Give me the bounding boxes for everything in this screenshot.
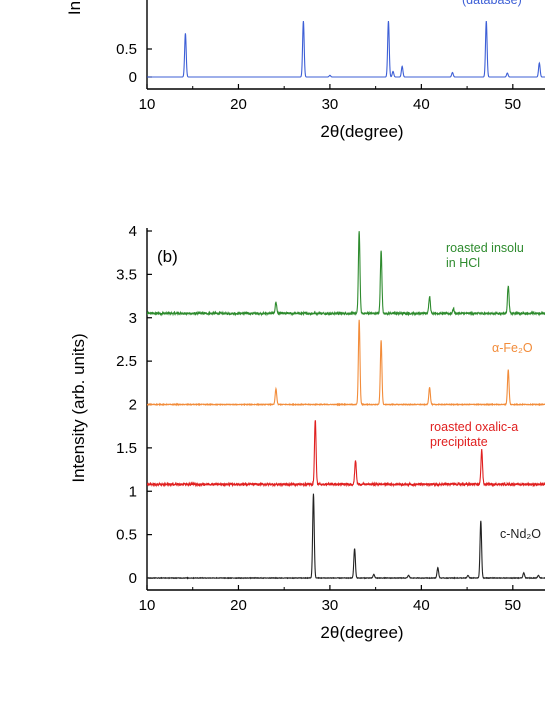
y-tick-label: 2 (129, 397, 137, 414)
x-tick-label: 30 (322, 96, 339, 113)
x-tick-label: 10 (139, 96, 156, 113)
y-tick-label: 3.5 (116, 266, 137, 283)
panel-label-b: (b) (157, 247, 178, 266)
panel-b: 10203040506000.511.522.533.542θ(degree)(… (69, 223, 545, 642)
series-label-roasted-oxalic-1: roasted oxalic-a (430, 420, 518, 434)
y-tick-label: 0.5 (116, 41, 137, 58)
series-line-1 (147, 319, 545, 407)
series-line-2 (147, 420, 545, 488)
x-axis-label: 2θ(degree) (320, 623, 403, 642)
x-axis-label-text: 2θ(degree) (320, 623, 403, 642)
series-line-3 (147, 493, 545, 580)
series-database-line (147, 20, 545, 78)
x-axis-label-text: 2θ(degree) (320, 122, 403, 141)
y-tick-label: 3 (129, 310, 137, 327)
y-axis-label: Intensity (arb. units) (69, 333, 88, 482)
y-tick-label: 0 (129, 570, 137, 587)
series-label-roasted-insoluble-1: roasted insolu (446, 241, 524, 255)
y-tick-label: 0 (129, 69, 137, 86)
x-tick-label: 50 (504, 96, 521, 113)
y-tick-label: 0.5 (116, 527, 137, 544)
y-axis-label-fragment: In (65, 1, 84, 15)
x-tick-label: 50 (504, 597, 521, 614)
x-tick-label: 10 (139, 597, 156, 614)
x-tick-label: 20 (230, 597, 247, 614)
x-tick-label: 30 (322, 597, 339, 614)
x-tick-label: 40 (413, 96, 430, 113)
series-label-roasted-oxalic-2: precipitate (430, 435, 488, 449)
x-tick-label: 20 (230, 96, 247, 113)
series-label-roasted-insoluble-2: in HCl (446, 256, 480, 270)
series-label-fe2o3: α-Fe₂O (492, 341, 533, 355)
y-tick-label: 1.5 (116, 440, 137, 457)
y-tick-label: 1 (129, 483, 137, 500)
panel-a: 10203040506000.52θ(degree)(database)In (65, 0, 545, 141)
x-axis-label: 2θ(degree) (320, 122, 403, 141)
x-tick-label: 40 (413, 597, 430, 614)
series-label-nd2o3: c-Nd₂O (500, 527, 541, 541)
series-label-database: (database) (462, 0, 522, 7)
y-tick-label: 4 (129, 223, 137, 240)
y-tick-label: 2.5 (116, 353, 137, 370)
series-line-0 (147, 231, 545, 317)
